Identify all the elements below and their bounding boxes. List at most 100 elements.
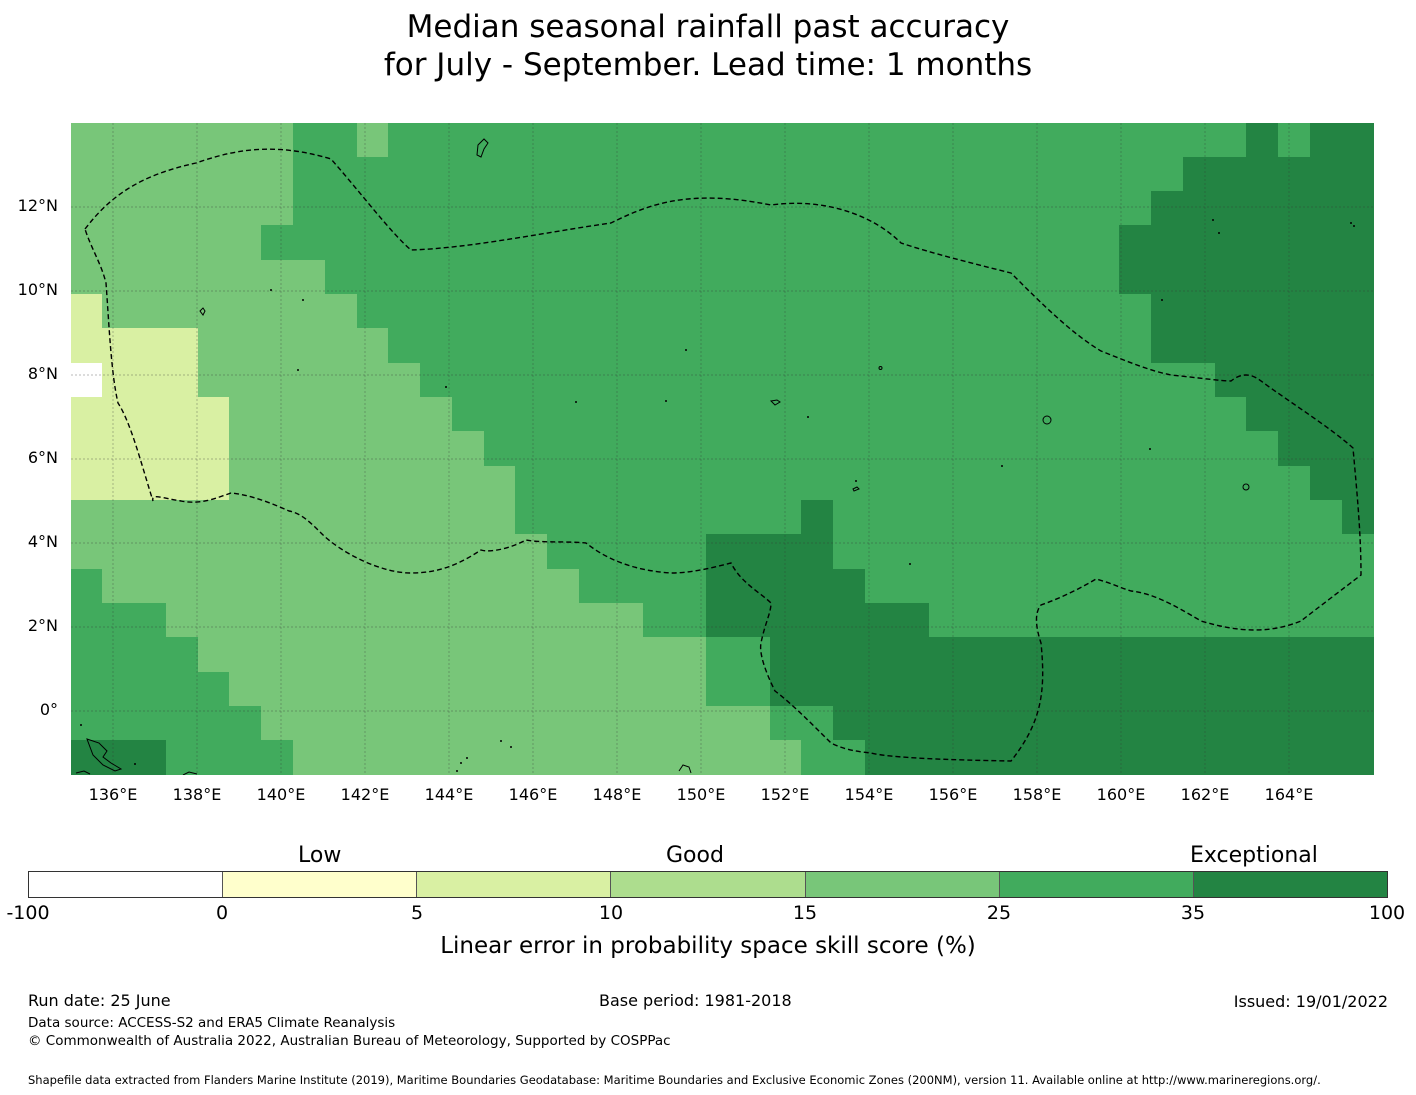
grid-cell <box>515 500 548 535</box>
grid-cell <box>1183 431 1216 467</box>
grid-cell <box>611 294 644 329</box>
grid-cell <box>1342 363 1374 398</box>
grid-cell <box>547 363 580 398</box>
grid-cell <box>738 603 771 638</box>
grid-cell <box>611 500 644 535</box>
grid-cell <box>229 225 262 261</box>
grid-cell <box>1310 569 1343 604</box>
grid-cell <box>611 363 644 398</box>
lon-label-158e: 158°E <box>1012 785 1062 804</box>
grid-cell <box>452 569 485 604</box>
grid-cell <box>960 500 993 535</box>
grid-cell <box>706 672 739 707</box>
colorbar-segment-1 <box>29 872 224 897</box>
grid-cell <box>515 466 548 501</box>
grid-cell <box>579 123 612 158</box>
grid-cell <box>738 225 771 261</box>
grid-cell <box>1056 123 1088 158</box>
grid-cell <box>706 740 739 775</box>
grid-cell <box>1342 328 1374 364</box>
grid-cell <box>960 637 993 673</box>
grid-cell <box>325 363 358 398</box>
grid-cell <box>547 603 580 638</box>
grid-cell <box>897 328 930 364</box>
grid-cell <box>134 225 167 261</box>
grid-cell <box>1215 466 1247 501</box>
grid-cell <box>960 260 993 295</box>
grid-cell <box>134 123 167 158</box>
grid-cell <box>71 225 103 261</box>
grid-cell <box>229 637 262 673</box>
grid-cell <box>801 191 834 226</box>
grid-cell <box>293 397 326 432</box>
grid-cell <box>71 569 103 604</box>
grid-cell <box>865 294 898 329</box>
grid-cell <box>102 706 135 741</box>
grid-cell <box>738 260 771 295</box>
grid-cell <box>452 672 485 707</box>
grid-cell <box>643 637 675 673</box>
grid-cell <box>738 740 771 775</box>
grid-cell <box>515 603 548 638</box>
grid-cell <box>1183 363 1216 398</box>
grid-cell <box>261 157 294 192</box>
grid-cell <box>420 294 453 329</box>
grid-cell <box>992 225 1025 261</box>
grid-cell <box>1215 260 1247 295</box>
grid-cell <box>1087 603 1120 638</box>
grid-cell <box>674 260 707 295</box>
grid-cell <box>102 637 135 673</box>
grid-cell <box>801 123 834 158</box>
grid-cell <box>1056 740 1088 775</box>
grid-cell <box>865 397 898 432</box>
grid-cell <box>1151 637 1184 673</box>
grid-cell <box>1310 260 1343 295</box>
grid-cell <box>547 637 580 673</box>
grid-cell <box>1087 431 1120 467</box>
grid-cell <box>706 637 739 673</box>
grid-cell <box>357 397 389 432</box>
grid-cell <box>452 123 485 158</box>
grid-cell <box>261 225 294 261</box>
grid-cell <box>229 431 262 467</box>
grid-cell <box>1246 500 1279 535</box>
grid-cell <box>198 637 230 673</box>
grid-cell <box>611 534 644 570</box>
grid-cell <box>198 294 230 329</box>
grid-cell <box>770 637 802 673</box>
grid-cell <box>261 569 294 604</box>
grid-cell <box>134 157 167 192</box>
grid-cell <box>1087 672 1120 707</box>
grid-cell <box>801 328 834 364</box>
grid-cell <box>484 637 516 673</box>
grid-cell <box>643 466 675 501</box>
grid-cell <box>198 260 230 295</box>
grid-cell <box>833 294 866 329</box>
grid-cell <box>484 534 516 570</box>
grid-cell <box>293 534 326 570</box>
grid-cell <box>1310 123 1343 158</box>
grid-cell <box>1087 500 1120 535</box>
grid-cell <box>1310 672 1343 707</box>
grid-cell <box>1246 294 1279 329</box>
grid-cell <box>134 397 167 432</box>
grid-cell <box>71 328 103 364</box>
colorbar <box>28 871 1388 898</box>
grid-cell <box>611 191 644 226</box>
grid-cell <box>1215 397 1247 432</box>
grid-cell <box>643 672 675 707</box>
lon-label-150e: 150°E <box>676 785 726 804</box>
grid-cell <box>611 260 644 295</box>
grid-cell <box>929 672 961 707</box>
grid-cell <box>71 431 103 467</box>
grid-cell <box>1183 260 1216 295</box>
grid-cell <box>261 603 294 638</box>
grid-cell <box>801 397 834 432</box>
grid-cell <box>643 123 675 158</box>
grid-cell <box>579 397 612 432</box>
grid-cell <box>770 500 802 535</box>
grid-cell <box>1024 431 1057 467</box>
grid-cell <box>579 157 612 192</box>
title-line-2: for July - September. Lead time: 1 month… <box>383 47 1033 83</box>
grid-cell <box>706 534 739 570</box>
